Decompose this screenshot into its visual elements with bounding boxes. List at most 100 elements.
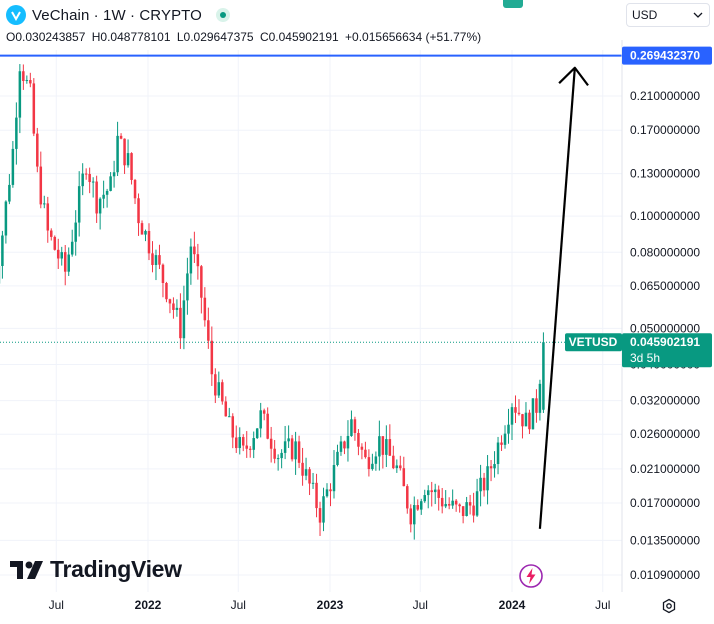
candle-body [161,264,165,284]
candle-body [339,441,343,452]
candle-body [140,223,144,235]
chart-header: VeChain · 1W · CRYPTO O0.030243857 H0.04… [0,0,714,50]
candle-body [165,283,168,300]
candle-body [8,184,11,202]
candle-body [259,410,262,429]
symbol-tag-text: VETUSD [569,335,618,349]
candle-body [426,490,430,496]
candle-body [203,297,207,321]
candle-body [4,201,8,236]
candle-body [25,80,29,82]
last-price-tag [622,333,712,368]
vechain-logo-icon [6,5,26,25]
candle-body [430,490,433,493]
candle-body [70,241,74,255]
lightning-bolt-icon[interactable] [518,563,544,589]
ohlc-high: H0.048778101 [91,30,171,44]
symbol-title[interactable]: VeChain · 1W · CRYPTO [32,6,202,24]
candle-body [1,235,4,266]
candle-body [308,469,311,484]
candle-body [479,477,482,492]
candle-body [475,491,479,516]
y-tick-label: 0.010900000 [630,568,700,582]
projection-arrow-head [558,66,589,87]
candle-body [228,416,231,418]
x-tick-label: 2022 [135,598,162,612]
horizontal-line-price-tag [622,46,712,65]
candle-body [269,438,273,449]
candle-body [39,166,43,205]
tradingview-logo-text: TradingView [50,556,182,582]
candle-body [458,504,461,507]
candle-body [32,83,36,134]
candle-body [419,501,423,510]
candle-body [409,508,413,525]
candle-body [468,502,472,506]
candle-body [207,320,210,341]
x-tick-label: Jul [595,598,610,612]
x-tick-label: Jul [413,598,428,612]
settings-icon[interactable] [661,598,677,614]
candle-body [18,71,22,118]
tradingview-logo[interactable]: TradingView [10,556,182,583]
candle-body [392,455,395,469]
live-status-icon [215,8,230,22]
chevron-down-icon [693,12,703,18]
candle-body [402,468,406,487]
candle-body [56,249,60,259]
candle-body [43,203,46,205]
candle-body [371,463,374,470]
candle-body [154,255,158,265]
candle-body [186,273,189,301]
candle-body [116,135,119,173]
candle-body [304,469,308,476]
candle-body [406,486,409,509]
candle-body [472,505,475,516]
candle-body [112,172,116,177]
candle-body [67,254,70,272]
candle-body [214,374,217,396]
y-tick-label: 0.130000000 [630,167,700,181]
candle-body [15,117,18,149]
candle-body [329,489,332,492]
candle-body [315,482,318,509]
candle-body [318,508,322,523]
candle-body [357,432,360,447]
candle-body [36,133,39,167]
candle-body [385,439,388,455]
currency-select[interactable]: USD [626,3,710,27]
candle-body [447,504,451,506]
candle-body [493,464,496,469]
candle-body [273,448,276,459]
candle-body [535,398,538,413]
candle-body [423,495,426,502]
green-tab[interactable] [503,0,523,8]
candle-body [496,442,500,465]
candle-body [119,135,123,139]
candle-body [399,465,402,469]
candle-body [388,439,392,456]
symbol-row[interactable]: VeChain · 1W · CRYPTO [6,5,230,25]
candle-body [109,176,112,191]
y-tick-label: 0.021000000 [630,462,700,476]
candle-body [238,437,242,449]
candle-body [465,502,468,516]
candle-body [437,489,440,498]
ohlc-open: O0.030243857 [6,30,86,44]
candle-body [433,489,437,493]
candle-body [353,419,357,433]
candle-body [524,412,528,427]
candle-body [322,496,325,523]
candle-body [175,307,179,310]
candle-body [137,198,140,224]
candle-body [346,435,350,449]
candle-body [482,477,486,491]
candle-body [276,458,280,460]
candle-body [266,413,269,439]
candle-body [126,153,130,166]
candle-body [364,449,367,458]
y-tick-label: 0.080000000 [630,245,700,259]
candle-body [88,173,91,183]
y-tick-label: 0.032000000 [630,394,700,408]
